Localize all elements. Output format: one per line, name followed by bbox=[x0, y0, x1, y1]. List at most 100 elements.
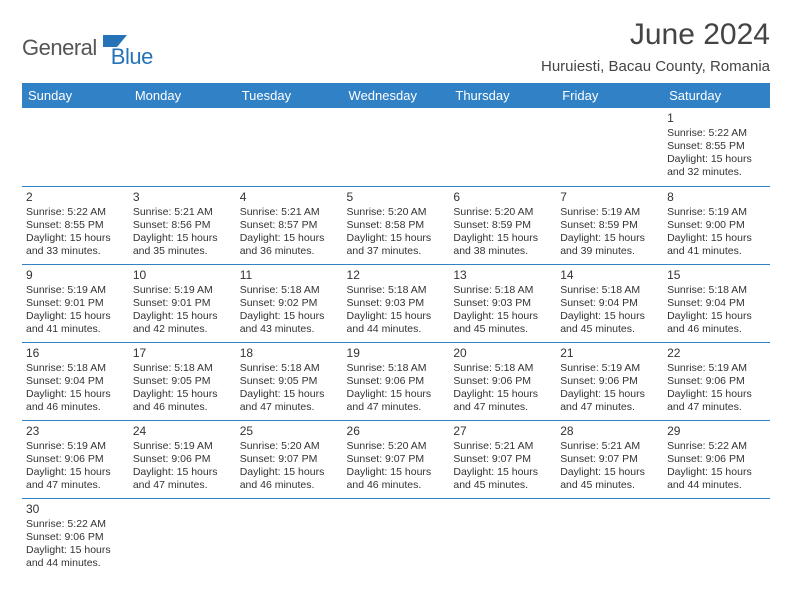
calendar-cell bbox=[449, 498, 556, 576]
calendar-cell: 6Sunrise: 5:20 AMSunset: 8:59 PMDaylight… bbox=[449, 186, 556, 264]
sunset-text: Sunset: 9:02 PM bbox=[240, 297, 339, 310]
calendar-cell: 28Sunrise: 5:21 AMSunset: 9:07 PMDayligh… bbox=[556, 420, 663, 498]
sunset-text: Sunset: 9:04 PM bbox=[26, 375, 125, 388]
sunset-text: Sunset: 8:55 PM bbox=[26, 219, 125, 232]
sunrise-text: Sunrise: 5:18 AM bbox=[133, 362, 232, 375]
sunset-text: Sunset: 9:06 PM bbox=[667, 453, 766, 466]
daylight-text: Daylight: 15 hours bbox=[667, 388, 766, 401]
sunrise-text: Sunrise: 5:19 AM bbox=[133, 284, 232, 297]
calendar-cell bbox=[129, 108, 236, 186]
calendar-cell: 8Sunrise: 5:19 AMSunset: 9:00 PMDaylight… bbox=[663, 186, 770, 264]
calendar-cell: 7Sunrise: 5:19 AMSunset: 8:59 PMDaylight… bbox=[556, 186, 663, 264]
sunset-text: Sunset: 9:01 PM bbox=[26, 297, 125, 310]
daylight-text: Daylight: 15 hours bbox=[347, 466, 446, 479]
daylight-text: and 47 minutes. bbox=[347, 401, 446, 414]
calendar-cell: 21Sunrise: 5:19 AMSunset: 9:06 PMDayligh… bbox=[556, 342, 663, 420]
calendar-cell: 17Sunrise: 5:18 AMSunset: 9:05 PMDayligh… bbox=[129, 342, 236, 420]
sunset-text: Sunset: 9:06 PM bbox=[26, 531, 125, 544]
calendar-cell: 29Sunrise: 5:22 AMSunset: 9:06 PMDayligh… bbox=[663, 420, 770, 498]
calendar-cell bbox=[663, 498, 770, 576]
sunrise-text: Sunrise: 5:21 AM bbox=[133, 206, 232, 219]
sunset-text: Sunset: 8:59 PM bbox=[453, 219, 552, 232]
calendar-cell: 10Sunrise: 5:19 AMSunset: 9:01 PMDayligh… bbox=[129, 264, 236, 342]
day-number: 10 bbox=[133, 268, 232, 283]
daylight-text: Daylight: 15 hours bbox=[667, 310, 766, 323]
day-header: Tuesday bbox=[236, 83, 343, 108]
day-number: 1 bbox=[667, 111, 766, 126]
brand-logo: General Blue bbox=[22, 26, 153, 70]
daylight-text: Daylight: 15 hours bbox=[26, 388, 125, 401]
daylight-text: and 38 minutes. bbox=[453, 245, 552, 258]
calendar-cell: 11Sunrise: 5:18 AMSunset: 9:02 PMDayligh… bbox=[236, 264, 343, 342]
day-number: 17 bbox=[133, 346, 232, 361]
sunset-text: Sunset: 9:06 PM bbox=[26, 453, 125, 466]
daylight-text: and 47 minutes. bbox=[453, 401, 552, 414]
calendar-cell bbox=[556, 498, 663, 576]
sunrise-text: Sunrise: 5:21 AM bbox=[560, 440, 659, 453]
sunset-text: Sunset: 9:06 PM bbox=[133, 453, 232, 466]
daylight-text: and 39 minutes. bbox=[560, 245, 659, 258]
sunset-text: Sunset: 9:00 PM bbox=[667, 219, 766, 232]
daylight-text: and 46 minutes. bbox=[133, 401, 232, 414]
calendar-cell bbox=[449, 108, 556, 186]
sunrise-text: Sunrise: 5:19 AM bbox=[560, 362, 659, 375]
sunset-text: Sunset: 9:07 PM bbox=[453, 453, 552, 466]
sunrise-text: Sunrise: 5:20 AM bbox=[453, 206, 552, 219]
calendar-cell: 1Sunrise: 5:22 AMSunset: 8:55 PMDaylight… bbox=[663, 108, 770, 186]
daylight-text: and 41 minutes. bbox=[667, 245, 766, 258]
daylight-text: Daylight: 15 hours bbox=[240, 466, 339, 479]
day-header: Monday bbox=[129, 83, 236, 108]
day-number: 29 bbox=[667, 424, 766, 439]
daylight-text: and 44 minutes. bbox=[667, 479, 766, 492]
daylight-text: Daylight: 15 hours bbox=[133, 232, 232, 245]
sunrise-text: Sunrise: 5:20 AM bbox=[347, 440, 446, 453]
calendar-cell bbox=[129, 498, 236, 576]
day-number: 28 bbox=[560, 424, 659, 439]
calendar-cell: 24Sunrise: 5:19 AMSunset: 9:06 PMDayligh… bbox=[129, 420, 236, 498]
day-header-row: Sunday Monday Tuesday Wednesday Thursday… bbox=[22, 83, 770, 108]
daylight-text: and 42 minutes. bbox=[133, 323, 232, 336]
calendar-cell bbox=[343, 498, 450, 576]
calendar-cell: 9Sunrise: 5:19 AMSunset: 9:01 PMDaylight… bbox=[22, 264, 129, 342]
daylight-text: Daylight: 15 hours bbox=[26, 232, 125, 245]
calendar-cell: 20Sunrise: 5:18 AMSunset: 9:06 PMDayligh… bbox=[449, 342, 556, 420]
day-number: 25 bbox=[240, 424, 339, 439]
calendar-row: 1Sunrise: 5:22 AMSunset: 8:55 PMDaylight… bbox=[22, 108, 770, 186]
sunrise-text: Sunrise: 5:19 AM bbox=[560, 206, 659, 219]
daylight-text: Daylight: 15 hours bbox=[240, 310, 339, 323]
sunset-text: Sunset: 9:01 PM bbox=[133, 297, 232, 310]
daylight-text: Daylight: 15 hours bbox=[240, 232, 339, 245]
day-number: 5 bbox=[347, 190, 446, 205]
calendar-cell: 2Sunrise: 5:22 AMSunset: 8:55 PMDaylight… bbox=[22, 186, 129, 264]
calendar-row: 9Sunrise: 5:19 AMSunset: 9:01 PMDaylight… bbox=[22, 264, 770, 342]
daylight-text: and 45 minutes. bbox=[560, 479, 659, 492]
day-number: 20 bbox=[453, 346, 552, 361]
sunset-text: Sunset: 9:04 PM bbox=[560, 297, 659, 310]
daylight-text: and 45 minutes. bbox=[453, 479, 552, 492]
daylight-text: Daylight: 15 hours bbox=[26, 310, 125, 323]
day-number: 14 bbox=[560, 268, 659, 283]
daylight-text: and 47 minutes. bbox=[667, 401, 766, 414]
calendar-table: Sunday Monday Tuesday Wednesday Thursday… bbox=[22, 83, 770, 576]
sunrise-text: Sunrise: 5:20 AM bbox=[347, 206, 446, 219]
calendar-cell: 12Sunrise: 5:18 AMSunset: 9:03 PMDayligh… bbox=[343, 264, 450, 342]
sunset-text: Sunset: 8:55 PM bbox=[667, 140, 766, 153]
daylight-text: and 47 minutes. bbox=[560, 401, 659, 414]
daylight-text: Daylight: 15 hours bbox=[560, 388, 659, 401]
day-number: 16 bbox=[26, 346, 125, 361]
calendar-row: 23Sunrise: 5:19 AMSunset: 9:06 PMDayligh… bbox=[22, 420, 770, 498]
sunset-text: Sunset: 9:03 PM bbox=[347, 297, 446, 310]
daylight-text: and 32 minutes. bbox=[667, 166, 766, 179]
sunrise-text: Sunrise: 5:18 AM bbox=[560, 284, 659, 297]
daylight-text: and 47 minutes. bbox=[240, 401, 339, 414]
daylight-text: and 33 minutes. bbox=[26, 245, 125, 258]
daylight-text: and 37 minutes. bbox=[347, 245, 446, 258]
daylight-text: and 47 minutes. bbox=[133, 479, 232, 492]
calendar-cell: 18Sunrise: 5:18 AMSunset: 9:05 PMDayligh… bbox=[236, 342, 343, 420]
brand-part1: General bbox=[22, 35, 97, 61]
calendar-cell: 30Sunrise: 5:22 AMSunset: 9:06 PMDayligh… bbox=[22, 498, 129, 576]
calendar-cell bbox=[236, 498, 343, 576]
daylight-text: and 46 minutes. bbox=[240, 479, 339, 492]
sunset-text: Sunset: 9:06 PM bbox=[453, 375, 552, 388]
calendar-cell bbox=[343, 108, 450, 186]
